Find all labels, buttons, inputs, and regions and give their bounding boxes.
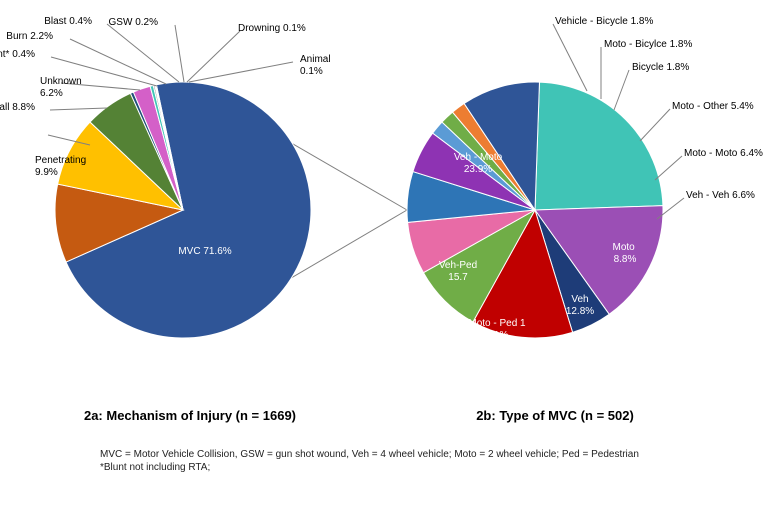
chart-a-label: Drowning 0.1% [238, 23, 306, 34]
leader-line [614, 70, 629, 110]
leader-line [553, 24, 587, 91]
leader-line [640, 109, 670, 141]
chart-b-label: Moto - Other 5.4% [672, 101, 754, 112]
footnote-line: *Blunt not including RTA; [100, 461, 639, 474]
chart-a-label: Unknown6.2% [40, 76, 82, 99]
chart-b-label: Moto - Bicylce 1.8% [604, 39, 692, 50]
chart-b: Veh - Moto23.9%Veh-Ped15.7Moto - Ped 15.… [407, 16, 763, 341]
figure-page: MVC 71.6%Penetrating9.9%Fall 8.8%Unknown… [0, 0, 767, 502]
leader-line [70, 39, 166, 84]
chart-b-label: Moto 8.8% [612, 242, 637, 265]
chart-b-caption: 2b: Type of MVC (n = 502) [430, 408, 680, 423]
chart-a-label: Burn 2.2% [6, 31, 53, 42]
chart-a-label: Fall 8.8% [0, 102, 35, 113]
chart-a-label: MVC 71.6% [178, 246, 231, 257]
chart-b-label: Moto - Moto 6.4% [684, 148, 763, 159]
footnote-line: MVC = Motor Vehicle Collision, GSW = gun… [100, 448, 639, 461]
chart-b-label: Veh - Veh 6.6% [686, 190, 755, 201]
leader-line [655, 156, 682, 180]
chart-a-label: Animal0.1% [300, 54, 331, 77]
chart-a: MVC 71.6%Penetrating9.9%Fall 8.8%Unknown… [0, 16, 331, 338]
figure-svg: MVC 71.6%Penetrating9.9%Fall 8.8%Unknown… [0, 0, 767, 502]
leader-line [50, 108, 107, 110]
chart-a-caption: 2a: Mechanism of Injury (n = 1669) [65, 408, 315, 423]
chart-a-label: Blunt* 0.4% [0, 49, 35, 60]
chart-b-label: Vehicle - Bicycle 1.8% [555, 16, 653, 27]
figure-footnote: MVC = Motor Vehicle Collision, GSW = gun… [100, 448, 639, 474]
chart-b-slice [535, 82, 663, 210]
chart-a-label: GSW 0.2% [109, 17, 159, 28]
leader-line [175, 25, 184, 82]
chart-a-label: Blast 0.4% [44, 16, 92, 27]
chart-b-label: Bicycle 1.8% [632, 62, 689, 73]
leader-line [187, 31, 240, 82]
